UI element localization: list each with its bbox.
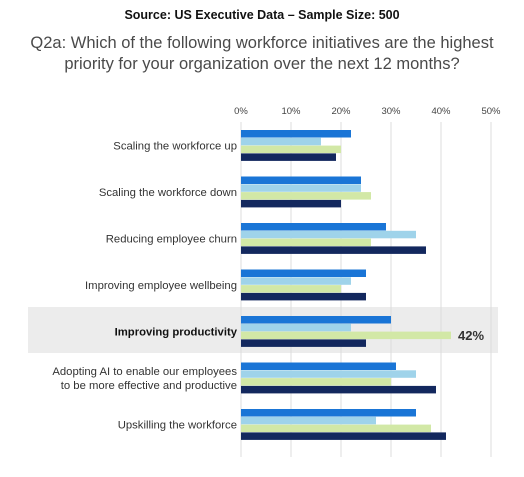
bar xyxy=(241,184,361,192)
category-label: Scaling the workforce down xyxy=(99,187,237,199)
category-label: Improving productivity xyxy=(115,327,238,339)
bar xyxy=(241,277,351,285)
question-title: Q2a: Which of the following workforce in… xyxy=(30,34,494,73)
bar xyxy=(241,246,426,254)
bar xyxy=(241,137,321,146)
bar xyxy=(241,238,371,247)
x-tick-label: 40% xyxy=(431,106,451,117)
category-label: Improving employee wellbeing xyxy=(85,280,237,292)
category-label: Scaling the workforce up xyxy=(113,141,237,153)
bar xyxy=(241,370,416,378)
bar xyxy=(241,432,446,440)
bar xyxy=(241,331,451,340)
bar xyxy=(241,424,431,433)
bar xyxy=(241,323,351,332)
bar xyxy=(241,223,386,231)
bar xyxy=(241,339,366,347)
bar xyxy=(241,130,351,138)
bar xyxy=(241,199,341,208)
bar xyxy=(241,416,376,425)
x-tick-label: 30% xyxy=(381,106,401,117)
x-tick-label: 20% xyxy=(331,106,351,117)
category-label: to be more effective and productive xyxy=(61,380,237,392)
source-note: Source: US Executive Data – Sample Size:… xyxy=(124,8,400,22)
bar xyxy=(241,230,416,239)
bar xyxy=(241,145,341,154)
data-label: 42% xyxy=(458,328,484,343)
bar xyxy=(241,153,336,161)
bar xyxy=(241,316,391,324)
bar xyxy=(241,269,366,277)
bar xyxy=(241,385,436,394)
bar xyxy=(241,409,416,417)
category-label: Upskilling the workforce xyxy=(118,420,237,432)
x-tick-label: 50% xyxy=(481,106,501,117)
bar xyxy=(241,285,341,293)
bar xyxy=(241,362,396,370)
bar xyxy=(241,378,391,386)
bar xyxy=(241,292,366,301)
category-label: Adopting AI to enable our employees xyxy=(52,366,237,378)
category-label: Reducing employee churn xyxy=(106,234,237,246)
x-tick-label: 0% xyxy=(234,106,248,117)
bar xyxy=(241,192,371,200)
x-tick-label: 10% xyxy=(281,106,301,117)
bar xyxy=(241,176,361,184)
